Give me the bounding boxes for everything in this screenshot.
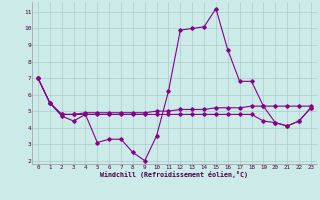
X-axis label: Windchill (Refroidissement éolien,°C): Windchill (Refroidissement éolien,°C) bbox=[100, 171, 248, 178]
